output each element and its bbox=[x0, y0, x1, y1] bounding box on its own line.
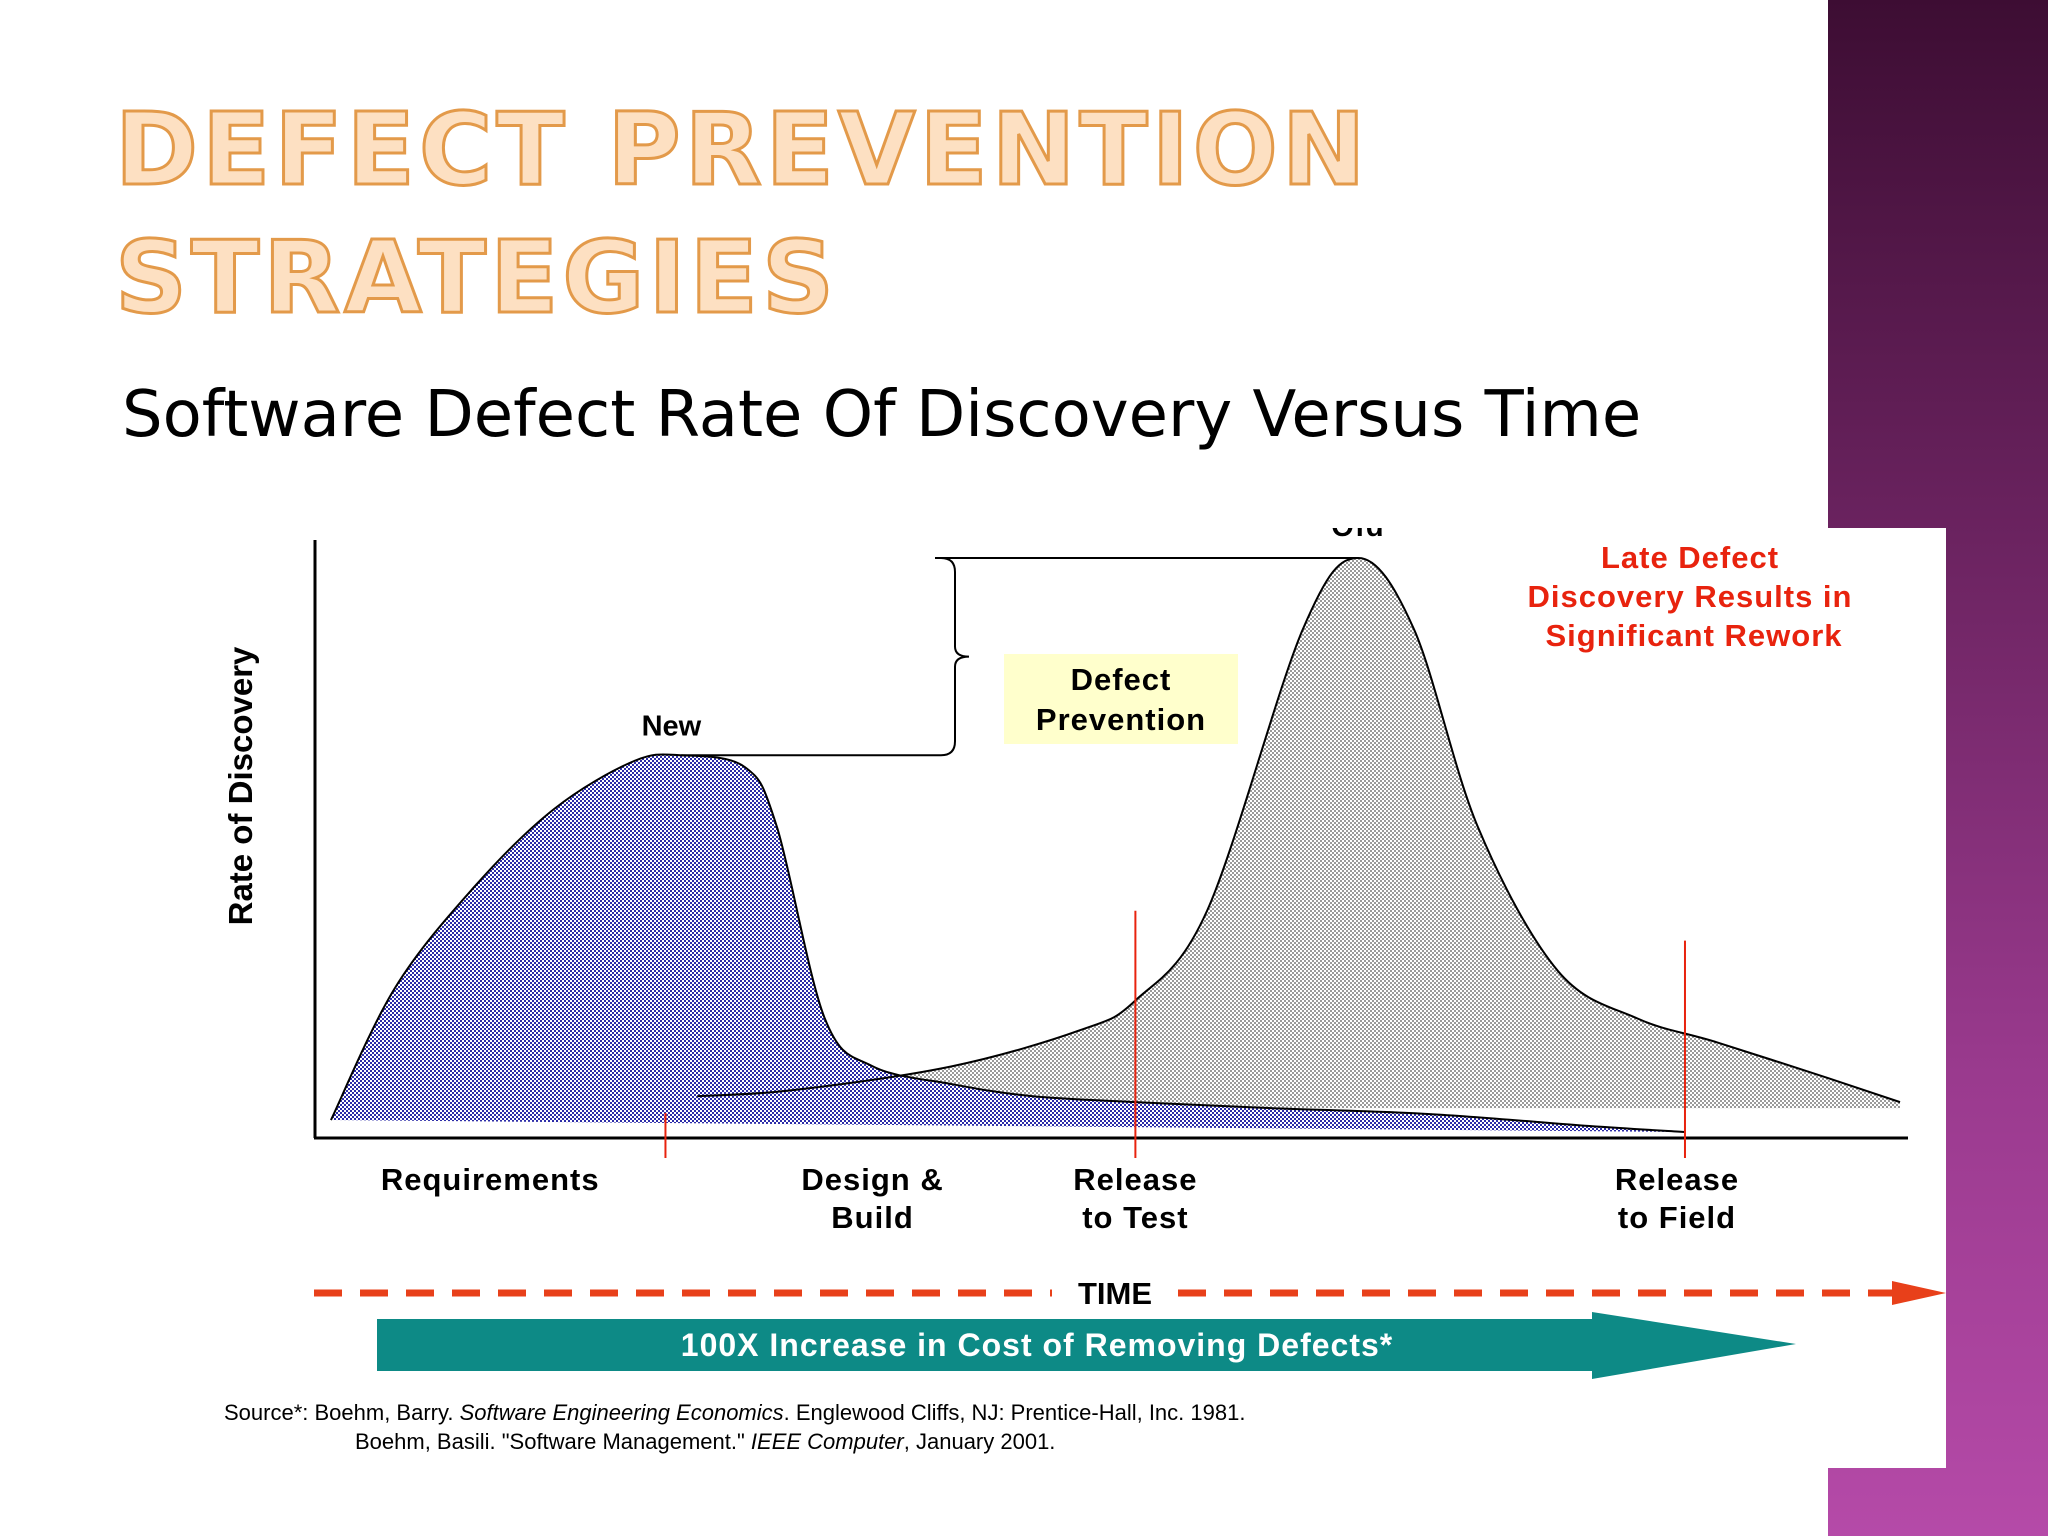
defect-prevention-callout-box bbox=[1004, 654, 1238, 744]
source-line1: Source*: Boehm, Barry. Software Engineer… bbox=[224, 1400, 1245, 1425]
late-defect-label-line3: Significant Rework bbox=[1545, 618, 1842, 653]
source-line2-prefix: Boehm, Basili. "Software Management." bbox=[355, 1429, 751, 1454]
slide-subtitle: Software Defect Rate Of Discovery Versus… bbox=[122, 378, 1642, 452]
defect-prevention-label-line1: Defect bbox=[1071, 662, 1172, 697]
time-arrowhead bbox=[1892, 1281, 1946, 1305]
old-series-line bbox=[697, 556, 1901, 1104]
source-line1-suffix: . Englewood Cliffs, NJ: Prentice-Hall, I… bbox=[784, 1400, 1246, 1425]
phase-label: to Field bbox=[1618, 1200, 1736, 1235]
phase-label: Requirements bbox=[381, 1162, 600, 1197]
time-axis-label: TIME bbox=[1078, 1276, 1152, 1311]
old-series-area bbox=[697, 557, 1901, 1109]
phase-label: Build bbox=[831, 1200, 914, 1235]
phase-label: to Test bbox=[1082, 1200, 1188, 1235]
chart-figure-panel: Defect Prevention New Old Late Defect Di… bbox=[160, 528, 1946, 1468]
source-line1-prefix: Source*: Boehm, Barry. bbox=[224, 1400, 460, 1425]
source-line1-title: Software Engineering Economics bbox=[460, 1400, 784, 1425]
phase-label: Release bbox=[1615, 1162, 1739, 1197]
slide-title: Defect Prevention Strategies bbox=[113, 86, 1370, 342]
slide-title-line2: Strategies bbox=[113, 218, 839, 338]
slide-title-line1: Defect Prevention bbox=[113, 90, 1370, 210]
defect-prevention-bracket bbox=[681, 556, 1359, 757]
phase-label: Design & bbox=[801, 1162, 943, 1197]
cost-increase-arrow bbox=[377, 1312, 1796, 1379]
defect-discovery-chart: Defect Prevention New Old Late Defect Di… bbox=[222, 528, 1946, 1454]
new-series-label: New bbox=[642, 710, 702, 742]
late-defect-label-line1: Late Defect bbox=[1601, 540, 1779, 575]
old-series-label: Old bbox=[1331, 528, 1385, 543]
source-line2-suffix: , January 2001. bbox=[904, 1429, 1056, 1454]
late-defect-label-line2: Discovery Results in bbox=[1528, 579, 1853, 614]
phase-label: Release bbox=[1073, 1162, 1197, 1197]
defect-prevention-label-line2: Prevention bbox=[1036, 702, 1206, 737]
phase-marker-lines bbox=[664, 910, 1686, 1158]
new-series-area bbox=[330, 754, 1685, 1133]
new-series-line bbox=[330, 753, 1686, 1134]
source-line2: Boehm, Basili. "Software Management." IE… bbox=[355, 1429, 1055, 1454]
cost-increase-label: 100X Increase in Cost of Removing Defect… bbox=[681, 1327, 1393, 1363]
source-line2-title: IEEE Computer bbox=[751, 1429, 906, 1454]
y-axis-label: Rate of Discovery bbox=[222, 646, 259, 925]
